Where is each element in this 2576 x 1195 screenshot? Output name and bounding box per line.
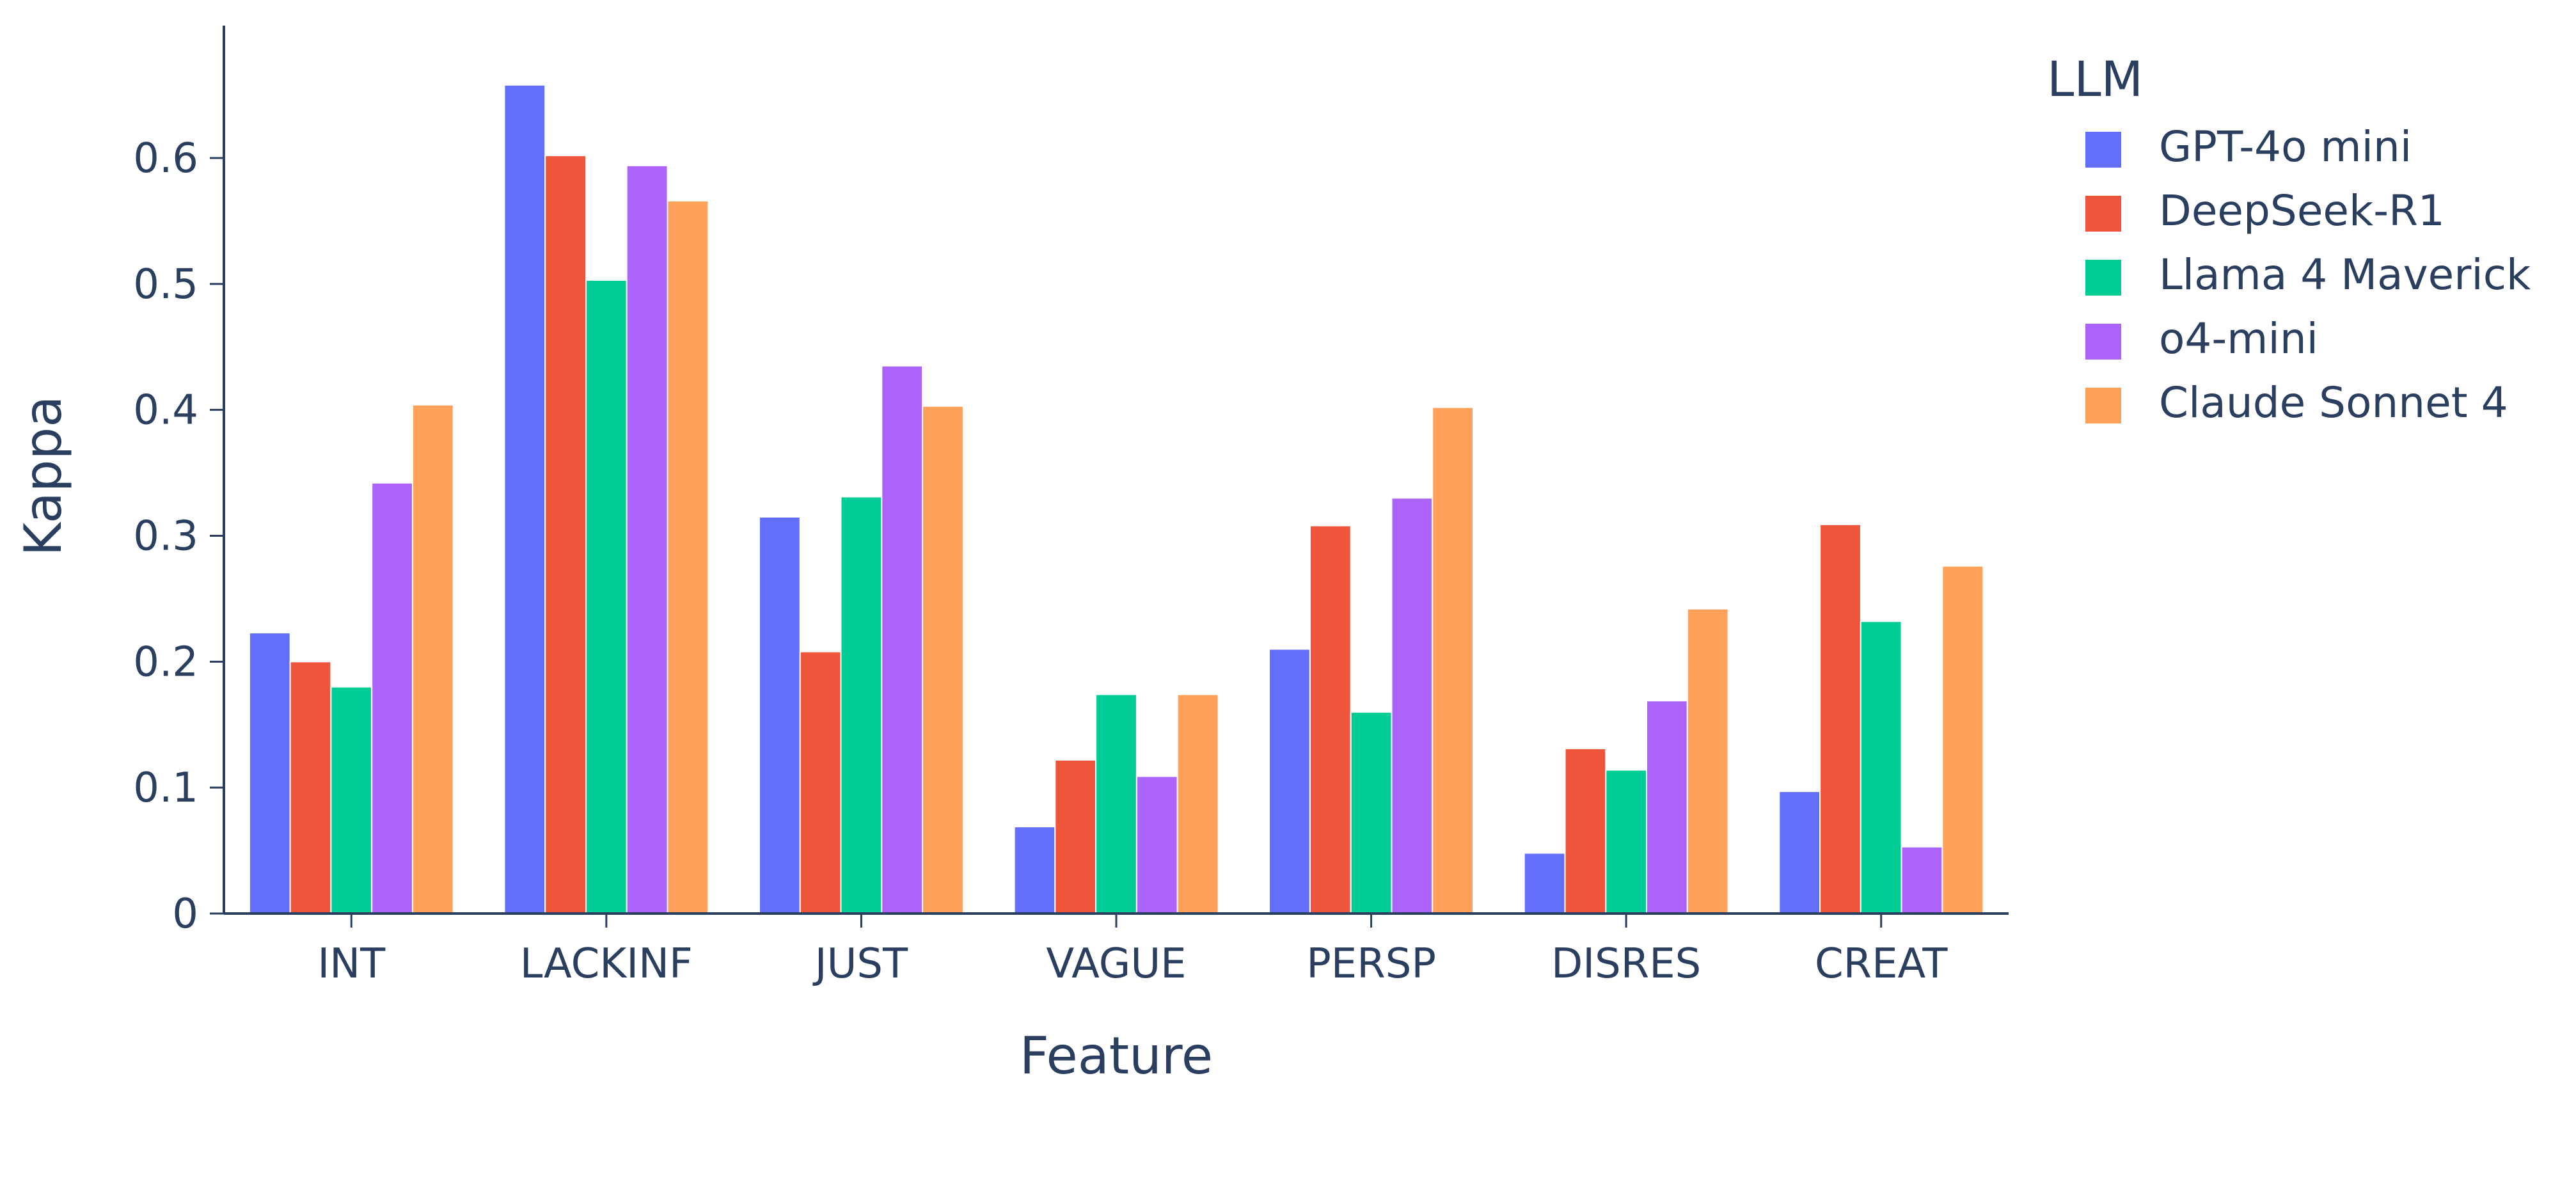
x-tick-label: CREAT	[1815, 940, 1948, 988]
x-tick-label: INT	[317, 940, 386, 988]
y-tick-label: 0.4	[133, 387, 198, 434]
bars-layer	[248, 84, 1984, 915]
legend-title: LLM	[2047, 51, 2143, 107]
bar-int-1	[289, 661, 332, 915]
bar-creat-0	[1778, 791, 1821, 914]
bar-creat-4	[1941, 565, 1984, 914]
legend-label-3: o4-mini	[2159, 314, 2318, 363]
bar-just-0	[759, 516, 801, 914]
bar-persp-0	[1268, 648, 1311, 914]
bar-disres-4	[1686, 608, 1729, 914]
bar-disres-1	[1564, 748, 1607, 914]
legend-swatch-4	[2085, 388, 2121, 423]
y-tick-label: 0.3	[133, 512, 198, 560]
legend-label-4: Claude Sonnet 4	[2159, 378, 2508, 427]
bar-int-2	[330, 686, 373, 914]
bar-vague-2	[1095, 693, 1137, 914]
legend-swatch-0	[2085, 132, 2121, 168]
legend-swatch-2	[2085, 260, 2121, 296]
legend: LLM GPT-4o mini DeepSeek-R1 Llama 4 Maveri…	[2047, 51, 2531, 427]
bar-vague-3	[1135, 775, 1178, 914]
legend-items: GPT-4o mini DeepSeek-R1 Llama 4 Maverick o4…	[2085, 122, 2531, 427]
legend-label-0: GPT-4o mini	[2159, 122, 2412, 171]
bar-lackinf-4	[667, 200, 709, 914]
bar-persp-3	[1391, 497, 1434, 914]
bar-lackinf-3	[626, 164, 668, 914]
x-tick-label: VAGUE	[1046, 940, 1186, 988]
bar-int-0	[248, 632, 291, 914]
legend-swatch-1	[2085, 196, 2121, 232]
bar-vague-0	[1013, 826, 1056, 914]
x-tick-label: PERSP	[1306, 940, 1436, 988]
x-ticks: INT LACKINF JUST VAGUE PERSP DISRES CREAT	[317, 914, 1948, 988]
bar-disres-0	[1523, 852, 1566, 914]
legend-label-1: DeepSeek-R1	[2159, 186, 2445, 235]
x-axis-title: Feature	[1020, 1026, 1213, 1086]
legend-label-2: Llama 4 Maverick	[2159, 250, 2531, 299]
bar-creat-1	[1819, 523, 1861, 914]
x-tick-label: JUST	[812, 940, 908, 988]
bar-lackinf-2	[585, 279, 628, 914]
bar-creat-2	[1860, 621, 1902, 914]
y-tick-label: 0.6	[133, 135, 198, 182]
y-tick-label: 0.2	[133, 638, 198, 686]
bar-just-2	[840, 496, 883, 914]
bar-just-4	[922, 405, 964, 914]
bar-creat-3	[1900, 846, 1943, 914]
bar-persp-1	[1309, 525, 1352, 914]
bar-persp-4	[1432, 406, 1474, 914]
y-ticks: 0 0.1 0.2 0.3 0.4 0.5 0.6	[133, 135, 224, 938]
bar-persp-2	[1350, 711, 1393, 914]
x-tick-label: LACKINF	[520, 940, 693, 988]
bar-int-3	[371, 482, 414, 914]
bar-int-4	[411, 404, 454, 914]
bar-lackinf-0	[503, 84, 546, 914]
bar-lackinf-1	[544, 155, 587, 915]
bar-just-1	[799, 651, 842, 914]
y-tick-label: 0.1	[133, 764, 198, 812]
bar-disres-2	[1605, 769, 1648, 914]
y-tick-label: 0	[172, 890, 198, 938]
x-tick-label: DISRES	[1551, 940, 1701, 988]
y-tick-label: 0.5	[133, 261, 198, 308]
y-axis-title: Kappa	[13, 396, 73, 557]
bar-disres-3	[1646, 700, 1688, 915]
bar-vague-4	[1176, 693, 1219, 914]
bar-just-3	[881, 365, 924, 914]
bar-vague-1	[1054, 759, 1097, 915]
legend-swatch-3	[2085, 324, 2121, 360]
